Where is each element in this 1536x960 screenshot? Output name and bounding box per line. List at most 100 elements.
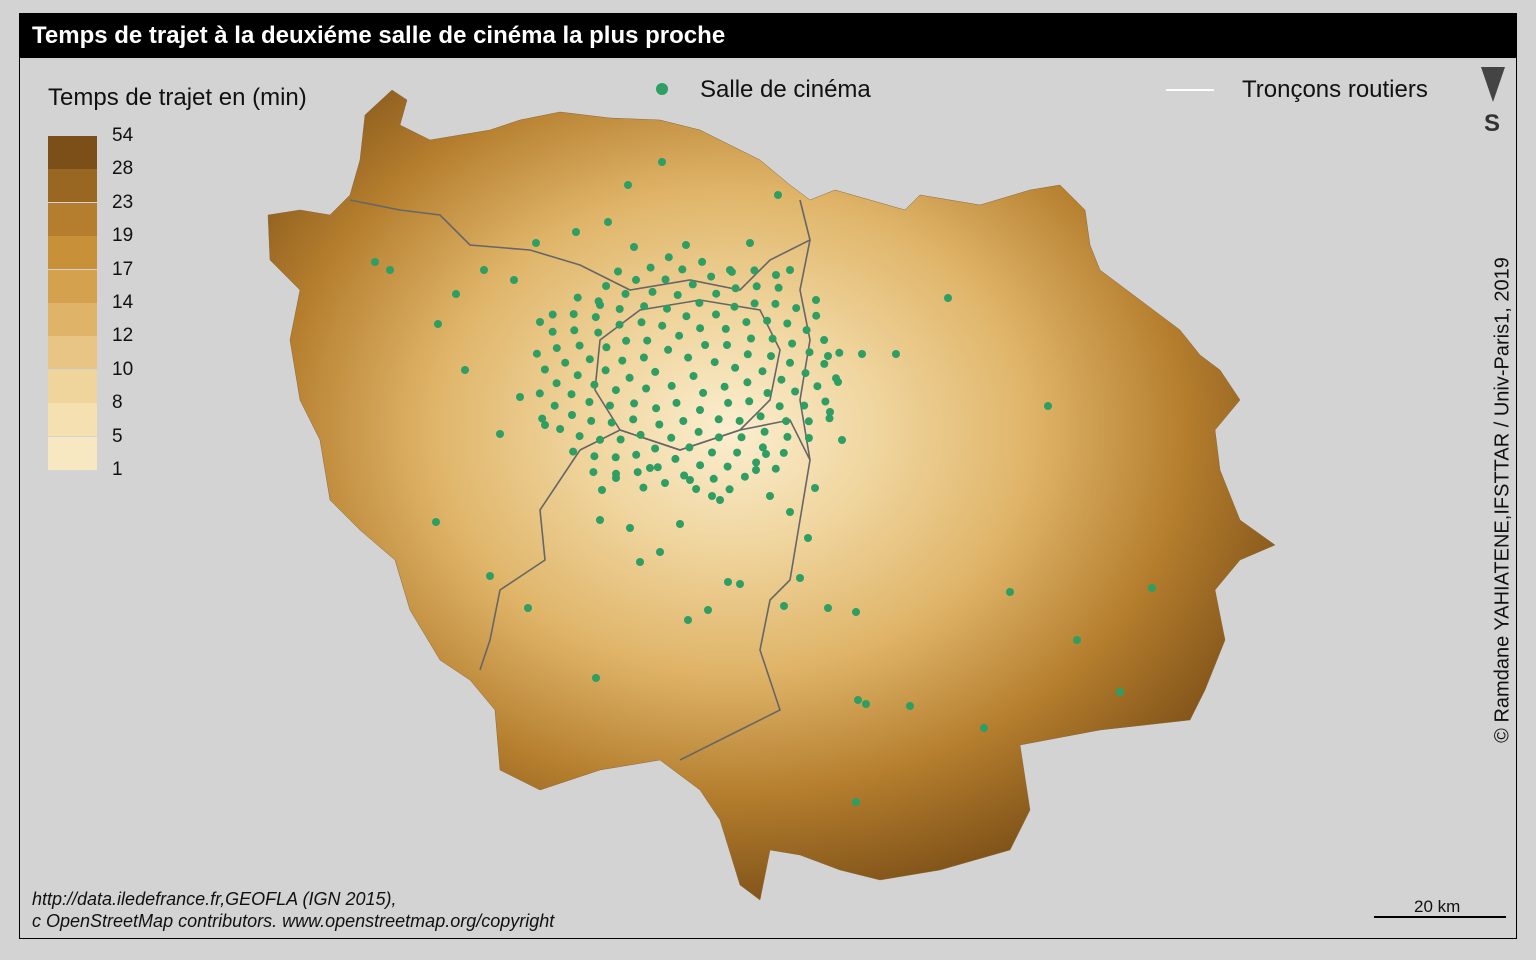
cinema-point [630,399,639,408]
cinema-point [658,321,667,330]
cinema-point [656,548,664,556]
cinema-point [679,417,688,425]
cinema-point [664,345,673,354]
cinema-point [775,402,784,411]
cinema-point [767,352,775,361]
legend-swatch [48,169,97,203]
cinema-point [852,608,860,616]
cinema-point [763,389,772,397]
cinema-point [824,604,832,612]
cinema-point [612,469,620,478]
cinema-point [712,310,720,319]
legend-tick-label: 12 [112,325,134,347]
cinema-point [763,316,772,325]
cinema-point [685,443,694,452]
cinema-point [598,486,606,494]
cinema-point [745,397,754,406]
cinema-point [611,386,620,395]
cinema-point [548,327,557,336]
cinema-point [651,444,660,453]
cinema-point [639,483,648,492]
cinema-point [615,320,624,329]
cinema-point [805,348,814,357]
cinema-point [771,299,780,308]
cinema-point [572,228,580,236]
cinema-point [774,283,783,292]
cinema-point [801,369,810,378]
cinema-point [672,398,681,407]
legend-tick-label: 10 [112,358,134,380]
cinema-point [777,375,786,384]
cinema-point [731,363,740,372]
cinema-point [602,343,611,352]
cinema-point [646,263,655,272]
cinema-point [701,341,710,349]
legend-swatch [48,436,97,470]
cinema-point [636,558,644,566]
north-arrow-label: S [1484,110,1501,137]
cinema-point [432,518,440,526]
cinema-point [812,296,820,304]
cinema-point [821,397,830,406]
legend-swatch [48,403,97,437]
source-line-2: c OpenStreetMap contributors. www.openst… [32,911,555,931]
cinema-point [696,324,705,333]
cinema-point [774,191,782,199]
cinema-point [663,304,671,313]
source-attribution: http://data.iledefrance.fr,GEOFLA (IGN 2… [32,888,554,932]
cinema-point [615,305,624,313]
cinema-point [826,408,834,416]
cinema-point [780,602,788,610]
cinema-point [698,257,707,266]
cinema-point [746,239,754,247]
legend-tick-label: 19 [112,225,134,247]
cinema-point [642,384,651,393]
cinema-point [611,453,620,462]
cinema-point [766,492,774,500]
cinema-point [724,578,732,586]
cinema-point [804,434,813,442]
cinema-point [661,275,670,284]
cinema-point [721,324,730,333]
departement-border [479,449,581,671]
cinema-point [832,374,840,383]
cinema-point [709,474,718,483]
cinema-point [800,401,809,410]
cinema-point [752,466,760,474]
cinema-point [736,580,744,588]
cinema-point [854,696,862,704]
cinema-point [835,348,844,357]
cinema-point [516,393,524,401]
legend-tick-label: 23 [112,191,134,213]
cinema-legend-marker [656,83,668,95]
legend-swatch [48,202,97,236]
cinema-point [604,218,612,226]
cinema-point [535,389,544,398]
cinema-point [601,366,610,375]
cinema-point [737,433,746,442]
cinema-point [625,373,634,382]
cinema-point [664,253,673,262]
legend-tick-label: 54 [112,125,134,146]
legend-tick-label: 1 [112,459,123,480]
cinema-point [796,574,804,582]
cinema-point [548,310,557,319]
cinema-point [695,298,704,307]
cinema-point [802,326,811,335]
cinema-point [699,388,708,397]
cinema-point [906,702,914,710]
cinema-point [678,265,687,274]
cinema-point [696,461,705,470]
cinema-point [624,181,632,189]
cinema-point [629,415,638,424]
cinema-point [661,479,669,487]
cinema-point [791,387,800,396]
cinema-point [569,310,578,319]
scale-label: 20 km [1414,897,1461,916]
cinema-point [552,344,561,353]
cinema-point [743,350,752,359]
legend-tick-label: 28 [112,158,134,180]
cinema-point [536,318,544,326]
cinema-point [707,272,716,281]
cinema-point [639,353,648,362]
